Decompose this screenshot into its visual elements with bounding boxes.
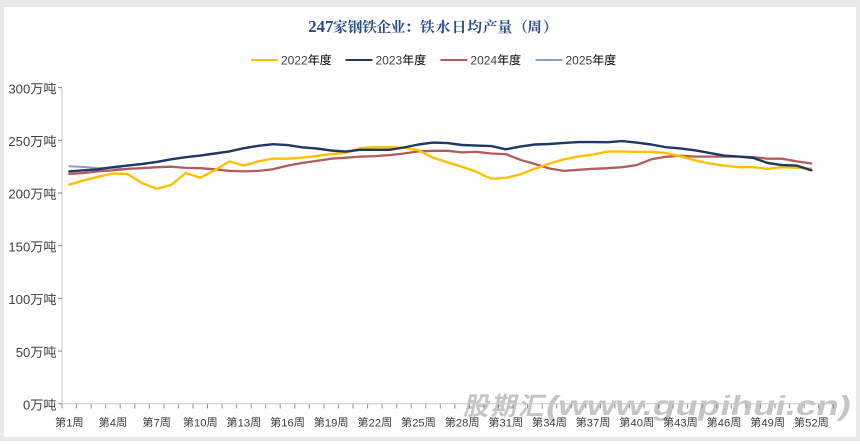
svg-text:250: 250 bbox=[8, 134, 30, 149]
svg-text:28: 28 bbox=[456, 417, 468, 429]
svg-text:22: 22 bbox=[369, 417, 381, 429]
svg-text:2025: 2025 bbox=[566, 53, 593, 67]
svg-text:1: 1 bbox=[66, 417, 72, 429]
svg-text:52: 52 bbox=[805, 417, 817, 429]
svg-text:0: 0 bbox=[23, 398, 30, 413]
svg-text:40: 40 bbox=[631, 417, 643, 429]
svg-text:150: 150 bbox=[8, 239, 30, 254]
svg-text:2024: 2024 bbox=[470, 53, 497, 67]
svg-text:2023: 2023 bbox=[376, 53, 403, 67]
svg-text:25: 25 bbox=[412, 417, 424, 429]
svg-text:37: 37 bbox=[587, 417, 599, 429]
svg-text:31: 31 bbox=[500, 417, 512, 429]
svg-text:100: 100 bbox=[8, 292, 30, 307]
svg-text:2022: 2022 bbox=[281, 53, 308, 67]
svg-text:34: 34 bbox=[543, 417, 555, 429]
svg-text:200: 200 bbox=[8, 187, 30, 202]
svg-text:247: 247 bbox=[308, 17, 333, 36]
svg-text:49: 49 bbox=[761, 417, 773, 429]
svg-text:(www.gupihui.cn): (www.gupihui.cn) bbox=[543, 390, 855, 421]
svg-text:7: 7 bbox=[154, 417, 160, 429]
svg-text:43: 43 bbox=[674, 417, 686, 429]
svg-text:4: 4 bbox=[110, 417, 116, 429]
svg-text:50: 50 bbox=[16, 345, 31, 360]
svg-text:16: 16 bbox=[281, 417, 293, 429]
svg-text:300: 300 bbox=[8, 81, 30, 96]
svg-text:10: 10 bbox=[194, 417, 206, 429]
svg-text:13: 13 bbox=[238, 417, 250, 429]
svg-text:46: 46 bbox=[718, 417, 730, 429]
svg-text:19: 19 bbox=[325, 417, 337, 429]
